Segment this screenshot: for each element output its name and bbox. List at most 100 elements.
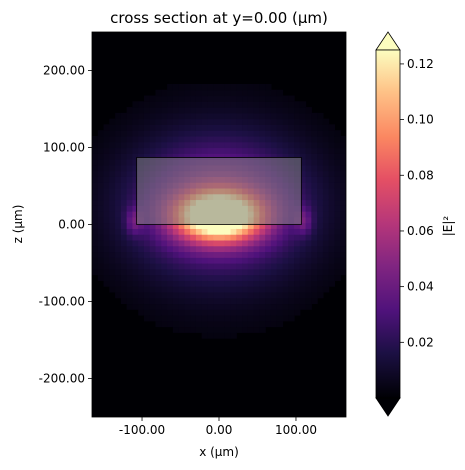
heatmap-cell (317, 187, 324, 195)
heatmap-cell (224, 332, 232, 339)
heatmap-cell (265, 245, 272, 253)
heatmap-cell (328, 268, 336, 276)
heatmap-cell (207, 257, 214, 264)
heatmap-cell (276, 130, 284, 137)
heatmap-cell (155, 251, 162, 258)
heatmap-cell (184, 297, 191, 305)
heatmap-cell (92, 164, 99, 172)
heatmap-cell (97, 205, 105, 212)
heatmap-cell (190, 320, 197, 328)
heatmap-cell (109, 193, 116, 201)
heatmap-cell (276, 124, 284, 131)
heatmap-cell (138, 112, 145, 120)
heatmap-cell (247, 101, 255, 108)
heatmap-cell (167, 251, 174, 258)
heatmap-cell (219, 303, 226, 310)
heatmap-cell (230, 251, 237, 258)
heatmap-cell (167, 130, 174, 137)
heatmap-cell (92, 193, 99, 201)
heatmap-cell (195, 268, 203, 276)
heatmap-cell (103, 124, 110, 131)
heatmap-cell (317, 141, 324, 149)
heatmap-cell (115, 263, 122, 270)
heatmap-cell (259, 286, 266, 293)
heatmap-cell (92, 199, 99, 206)
heatmap-cell (207, 251, 214, 258)
heatmap-cell (253, 291, 261, 299)
colorbar-gradient (375, 49, 401, 399)
heatmap-cell (213, 153, 220, 160)
x-tick-label: 100.00 (275, 423, 317, 437)
heatmap-cell (138, 268, 145, 276)
heatmap-cell (334, 187, 341, 195)
heatmap-cell (270, 222, 278, 229)
heatmap-cell (103, 130, 110, 137)
heatmap-cell (328, 135, 336, 143)
heatmap-cell (253, 234, 261, 241)
heatmap-cell (270, 107, 278, 114)
heatmap-cell (103, 222, 110, 229)
heatmap-cell (236, 274, 243, 281)
heatmap-cell (224, 118, 232, 125)
heatmap-cell (276, 268, 284, 276)
heatmap-cell (97, 193, 105, 201)
heatmap-cell (97, 187, 105, 195)
heatmap-cell (207, 268, 214, 276)
heatmap-cell (132, 176, 139, 183)
heatmap-cell (340, 257, 346, 264)
heatmap-cell (115, 245, 122, 253)
heatmap-cell (282, 286, 289, 293)
heatmap-cell (253, 153, 261, 160)
heatmap-cell (161, 309, 168, 316)
heatmap-cell (115, 170, 122, 177)
heatmap-cell (247, 147, 255, 154)
heatmap-cell (311, 228, 318, 235)
heatmap-cell (270, 268, 278, 276)
heatmap-cell (207, 303, 214, 310)
heatmap-cell (224, 239, 232, 247)
heatmap-cell (242, 268, 249, 276)
heatmap-cell (224, 130, 232, 137)
heatmap-cell (328, 199, 336, 206)
heatmap-cell (120, 222, 128, 229)
heatmap-cell (161, 228, 168, 235)
heatmap-cell (195, 147, 203, 154)
heatmap-cell (120, 239, 128, 247)
heatmap-cell (161, 118, 168, 125)
heatmap-cell (288, 124, 295, 131)
heatmap-cell (138, 228, 145, 235)
heatmap-cell (305, 222, 312, 229)
heatmap-cell (340, 135, 346, 143)
heatmap-cell (265, 107, 272, 114)
heatmap-cell (213, 130, 220, 137)
heatmap-cell (155, 245, 162, 253)
heatmap-cell (109, 268, 116, 276)
heatmap-cell (328, 239, 336, 247)
heatmap-cell (201, 274, 209, 281)
heatmap-cell (259, 280, 266, 287)
heatmap-cell (276, 147, 284, 154)
heatmap-cell (236, 286, 243, 293)
heatmap-cell (328, 130, 336, 137)
heatmap-cell (236, 118, 243, 125)
heatmap-cell (265, 268, 272, 276)
heatmap-cell (184, 95, 191, 102)
heatmap-cell (224, 228, 232, 235)
heatmap-cell (109, 124, 116, 131)
heatmap-cell (236, 263, 243, 270)
heatmap-cell (167, 286, 174, 293)
heatmap-cell (178, 107, 185, 114)
heatmap-cell (201, 245, 209, 253)
heatmap-cell (149, 245, 157, 253)
heatmap-cell (253, 239, 261, 247)
heatmap-cell (109, 205, 116, 212)
heatmap-cell (138, 263, 145, 270)
heatmap-cell (201, 332, 209, 339)
heatmap-cell (103, 268, 110, 276)
colorbar-tick-label: 0.08 (407, 168, 434, 182)
heatmap-cell (149, 291, 157, 299)
heatmap-cell (143, 297, 151, 305)
heatmap-cell (328, 193, 336, 201)
heatmap-cell (282, 309, 289, 316)
heatmap-cell (103, 239, 110, 247)
